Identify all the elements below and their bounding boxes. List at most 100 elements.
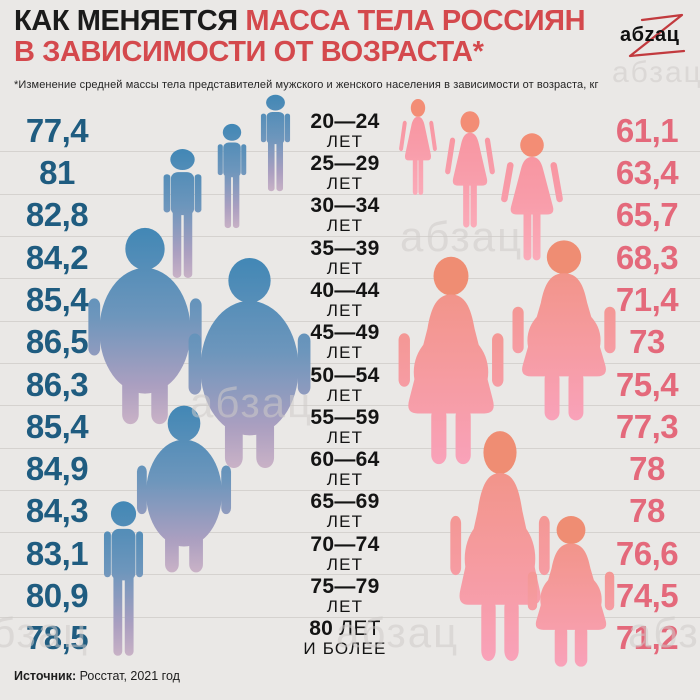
female-weight-value: 73 <box>629 323 665 361</box>
male-weight-value: 78,5 <box>25 619 89 657</box>
watermark-text: абзац <box>400 213 524 260</box>
source-line: Источник: Росстат, 2021 год <box>14 669 180 683</box>
man-fat-figure <box>136 405 232 573</box>
age-group-label: 20—24 ЛЕТ <box>283 111 407 151</box>
male-weight-value: 84,2 <box>25 238 89 276</box>
age-range-suffix: ЛЕТ <box>333 617 381 641</box>
table-row: 78,5 80 ЛЕТ И БОЛЕЕ 71,2 <box>0 618 700 659</box>
watermark-text: абзац <box>336 609 460 656</box>
man-slim-figure <box>217 123 247 229</box>
source-text: Росстат, 2021 год <box>76 669 180 683</box>
logo-z-icon <box>628 13 686 58</box>
female-weight-value: 71,2 <box>615 619 679 657</box>
table-row: 86,3 50—54 ЛЕТ 75,4 <box>0 364 700 407</box>
man-fat-figure <box>188 258 311 468</box>
female-weight-value: 61,1 <box>615 111 679 149</box>
age-group-label: 50—54 ЛЕТ <box>283 365 407 405</box>
source-label: Источник: <box>14 669 77 683</box>
age-group-label: 55—59 ЛЕТ <box>283 407 407 447</box>
age-group-label: 45—49 ЛЕТ <box>283 322 407 362</box>
age-group-label: 25—29 ЛЕТ <box>283 153 407 193</box>
watermark-text: абзац <box>628 609 700 656</box>
table-row: 85,4 55—59 ЛЕТ 77,3 <box>0 406 700 449</box>
man-slim-figure <box>163 149 202 278</box>
age-range: 70—74 <box>310 532 380 556</box>
female-weight-value: 68,3 <box>615 238 679 276</box>
female-weight-value: 77,3 <box>615 407 679 445</box>
male-weight-value: 80,9 <box>25 577 89 615</box>
age-range: 60—64 <box>310 448 380 472</box>
male-weight-value: 85,4 <box>25 407 89 445</box>
age-unit: ЛЕТ <box>326 216 364 236</box>
age-group-label: 70—74 ЛЕТ <box>283 534 407 574</box>
table-row: 84,9 60—64 ЛЕТ 78 <box>0 449 700 491</box>
male-weight-value: 86,3 <box>25 365 89 403</box>
table-row: 83,1 70—74 ЛЕТ 76,6 <box>0 533 700 576</box>
age-unit: ЛЕТ <box>326 131 364 151</box>
woman-slim-figure <box>398 98 438 196</box>
female-weight-value: 71,4 <box>615 280 679 318</box>
male-weight-value: 82,8 <box>25 196 89 234</box>
age-range: 25—29 <box>310 151 380 175</box>
table-row: 81 25—29 ЛЕТ 63,4 <box>0 152 700 195</box>
age-range: 45—49 <box>310 321 380 345</box>
age-range: 40—44 <box>310 278 380 302</box>
age-range: 65—69 <box>310 490 380 514</box>
female-weight-value: 75,4 <box>615 365 679 403</box>
table-row: 86,5 45—49 ЛЕТ 73 <box>0 322 700 364</box>
footnote: *Изменение средней массы тела представит… <box>14 79 599 91</box>
female-weight-value: 78 <box>629 492 665 530</box>
table-row: 82,8 30—34 ЛЕТ 65,7 <box>0 195 700 237</box>
age-unit: ЛЕТ <box>326 258 364 278</box>
data-table: 77,4 20—24 ЛЕТ 61,1 81 25—29 ЛЕТ 63,4 82… <box>0 110 700 659</box>
age-unit: И БОЛЕЕ <box>303 639 387 659</box>
male-weight-value: 84,9 <box>25 450 89 488</box>
age-unit: ЛЕТ <box>326 512 364 532</box>
female-weight-value: 78 <box>629 450 665 488</box>
woman-slim-figure <box>444 111 496 228</box>
age-range: 55—59 <box>310 405 380 429</box>
female-weight-value: 76,6 <box>615 534 679 572</box>
age-unit: ЛЕТ <box>326 427 364 447</box>
age-group-label: 30—34 ЛЕТ <box>283 195 407 235</box>
page-title: КАК МЕНЯЕТСЯ МАССА ТЕЛА РОССИЯН В ЗАВИСИ… <box>14 5 586 68</box>
female-weight-value: 63,4 <box>615 153 679 191</box>
table-row: 77,4 20—24 ЛЕТ 61,1 <box>0 110 700 153</box>
woman-fat-figure <box>398 256 504 465</box>
woman-fat-figure <box>512 240 616 421</box>
age-unit: ЛЕТ <box>326 173 364 193</box>
age-range: 80 <box>309 617 334 641</box>
woman-fat-figure <box>450 431 550 661</box>
man-slim-figure <box>260 94 291 192</box>
female-weight-value: 65,7 <box>615 196 679 234</box>
title-part-red: МАССА ТЕЛА РОССИЯН <box>245 5 586 37</box>
female-weight-value: 74,5 <box>615 577 679 615</box>
male-weight-value: 84,3 <box>25 492 89 530</box>
age-unit: ЛЕТ <box>326 300 364 320</box>
table-row: 80,9 75—79 ЛЕТ 74,5 <box>0 575 700 618</box>
title-line2: В ЗАВИСИМОСТИ ОТ ВОЗРАСТА* <box>14 36 484 68</box>
man-slim-figure <box>103 501 144 656</box>
age-group-label: 60—64 ЛЕТ <box>283 449 407 489</box>
age-range: 50—54 <box>310 363 380 387</box>
age-unit: ЛЕТ <box>326 554 364 574</box>
male-weight-value: 77,4 <box>25 111 89 149</box>
male-weight-value: 86,5 <box>25 323 89 361</box>
watermark-text: абзац <box>190 379 314 426</box>
age-group-label: 40—44 ЛЕТ <box>283 280 407 320</box>
age-range: 30—34 <box>310 194 380 218</box>
age-range: 35—39 <box>310 236 380 260</box>
age-unit: ЛЕТ <box>326 343 364 363</box>
age-group-label: 75—79 ЛЕТ <box>283 576 407 616</box>
title-part-black: КАК МЕНЯЕТСЯ <box>14 5 246 37</box>
age-group-label: 80 ЛЕТ И БОЛЕЕ <box>283 618 407 658</box>
watermark-text: абзац <box>612 56 700 89</box>
watermark-text: абзац <box>0 609 90 656</box>
age-range: 20—24 <box>310 109 380 133</box>
male-weight-value: 81 <box>39 153 75 191</box>
age-unit: ЛЕТ <box>326 597 364 617</box>
age-group-label: 35—39 ЛЕТ <box>283 238 407 278</box>
table-row: 85,4 40—44 ЛЕТ 71,4 <box>0 279 700 322</box>
